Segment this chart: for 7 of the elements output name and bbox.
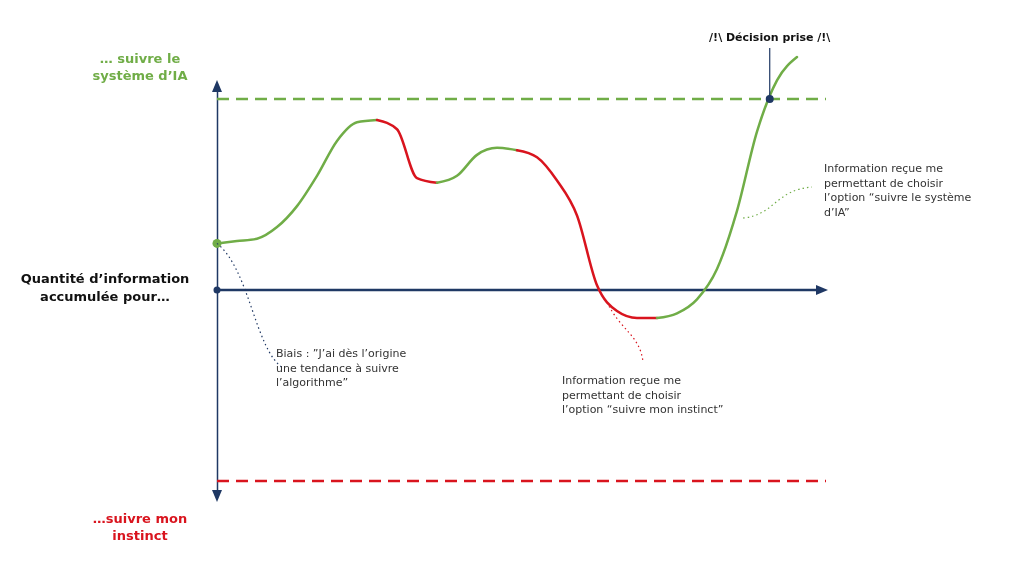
ref-line-label: …suivre mon instinct xyxy=(92,511,188,544)
ref-line-label: … suivre le système d’IA xyxy=(92,50,188,83)
text: Information reçue me permettant de choisir l’option “suivre le système d’IA” xyxy=(824,162,972,219)
text: Biais : ”J’ai dès l’origine une tendance à suivre l’algorithme” xyxy=(276,347,407,389)
y-axis-title: Quantité d’information accumulée pour… xyxy=(20,271,190,304)
text: Information reçue me permettant de choisir l’option “suivre mon instinct” xyxy=(562,374,724,416)
text: /!\ Décision prise /!\ xyxy=(709,31,832,44)
